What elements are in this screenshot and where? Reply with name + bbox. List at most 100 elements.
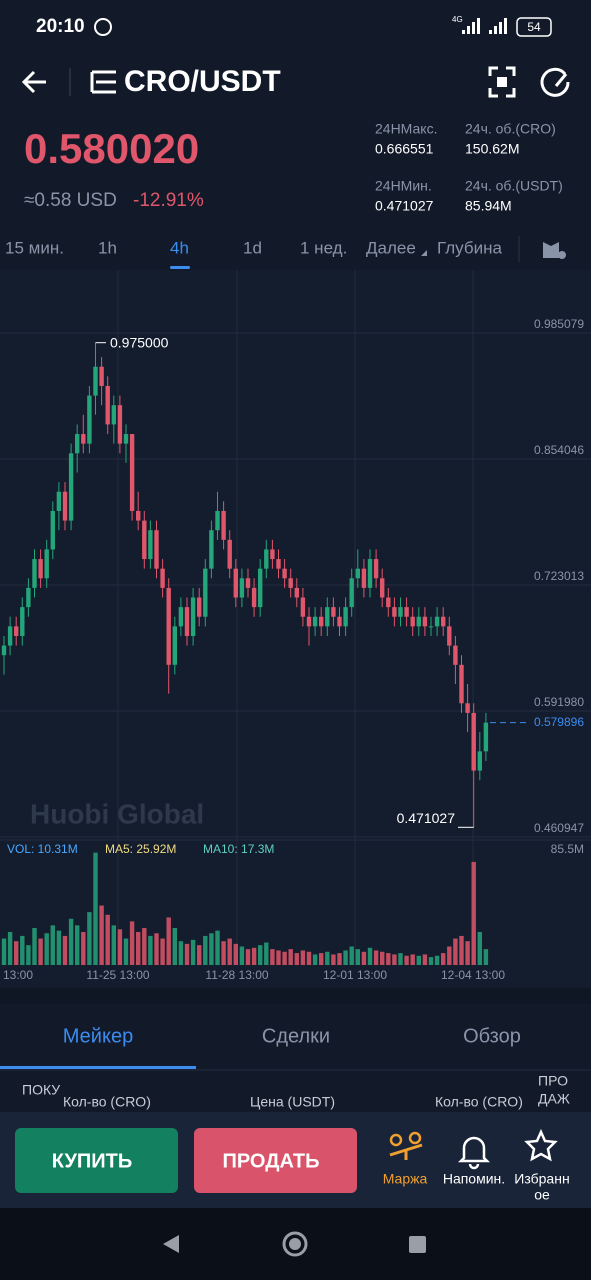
volume-bar [331,954,336,965]
favorites-icon[interactable] [524,1128,558,1162]
candle-body [434,616,440,627]
alerts-label: Напомин. [443,1171,505,1187]
volume-max-label: 85.5M [551,842,584,856]
network: 4G [452,15,463,24]
screenshot-button[interactable] [488,66,516,98]
volume-bar [288,949,293,965]
volume-bar [245,949,251,965]
candle-body [251,587,257,608]
candle-body [50,510,55,550]
volume-bar [239,946,245,965]
tab[interactable]: Обзор [463,1025,521,1047]
col-sell: ДАЖ [538,1091,570,1107]
volume-bar [136,931,141,965]
pair-title[interactable]: CRO/USDT [124,65,281,98]
sell-button[interactable] [194,1128,357,1193]
timeframe[interactable]: 15 мин. [5,238,64,257]
candle-body [416,616,421,627]
battery: 54 [527,20,541,34]
candle-body [99,366,104,386]
candle-body [465,703,470,713]
timeframe[interactable]: 1 нед. [300,238,347,257]
tab[interactable]: Сделки [262,1025,330,1047]
margin-label: Маржа [383,1171,428,1187]
buy-button[interactable] [15,1128,178,1193]
tab-active[interactable]: Мейкер [63,1025,133,1047]
candle-body [14,626,19,636]
x-tick-label: 13:00 [3,968,33,982]
volume-bar [93,852,98,965]
depth[interactable]: Глубина [437,238,502,257]
screenshot-dot [497,77,507,87]
candle-body [258,568,263,608]
share-button[interactable] [540,67,570,97]
candle-body [398,607,403,617]
volume-bar [282,951,287,965]
timeframe-active[interactable]: 4h [170,238,189,257]
x-tick-label: 11-25 13:00 [86,968,149,982]
volume-bar [111,925,116,965]
volume-bar [166,917,171,965]
y-tick-label: 0.723013 [534,569,584,583]
volume-bar [68,918,74,965]
volume-bar [87,912,92,965]
timeframe[interactable]: 1h [98,238,117,257]
col-qty: Кол-во (CRO) [435,1094,523,1110]
back-button[interactable] [21,70,46,94]
candle-body [355,568,360,579]
candle-body [300,597,306,617]
candle-body [361,568,367,588]
candle-body [62,491,68,521]
nav-recent[interactable] [409,1236,426,1253]
volume-bar [441,953,446,965]
candle-body [288,578,293,588]
volume-bar [300,950,306,965]
nav-home[interactable] [282,1231,308,1257]
col-buy: ПОКУ [22,1082,60,1098]
volume-bar [117,929,123,965]
timeframe[interactable]: 1d [243,238,262,257]
col-sell: ПРО [538,1073,568,1089]
volume-bar [148,935,153,965]
candle-body [264,549,269,569]
volume-bar [178,941,184,965]
volume-bar [56,930,62,965]
last-price-label: 0.579896 [534,715,584,729]
candle-body [142,520,147,560]
volume-bar [26,945,31,965]
candle-body [81,434,86,444]
stat-label: 24HМин. [375,178,432,194]
margin-icon[interactable] [389,1143,423,1160]
stat-value: 150.62M [465,141,519,157]
nav-back[interactable] [163,1235,179,1253]
candle-body [459,664,464,704]
candle-body [239,578,245,598]
stat-label: 24HМакс. [375,121,437,137]
settings-icon[interactable] [543,242,559,258]
candle-body [26,587,31,608]
candle-body [447,626,452,646]
candle-body [184,607,190,636]
candle-body [129,434,135,511]
y-tick-label: 0.854046 [534,443,584,457]
volume-bar [465,941,470,965]
divider [0,988,591,1004]
candle-body [75,434,80,454]
volume-bar [172,927,177,965]
more-menu[interactable]: Далее [366,238,416,257]
alerts-icon[interactable] [457,1136,491,1170]
candle-body [44,549,49,579]
volume-bar [38,938,43,965]
volume-bar [251,947,257,965]
col-qty: Кол-во (CRO) [63,1094,151,1110]
candle-body [154,530,159,569]
volume-bar [306,951,312,965]
min-label: 0.471027 [397,810,456,826]
candle-body [410,616,415,627]
volume-bar [233,943,238,965]
volume-bar [483,949,489,965]
volume-bar [276,950,281,965]
stat-value: 85.94M [465,198,512,214]
volume-bar [44,933,49,965]
volume-bar [221,941,226,965]
